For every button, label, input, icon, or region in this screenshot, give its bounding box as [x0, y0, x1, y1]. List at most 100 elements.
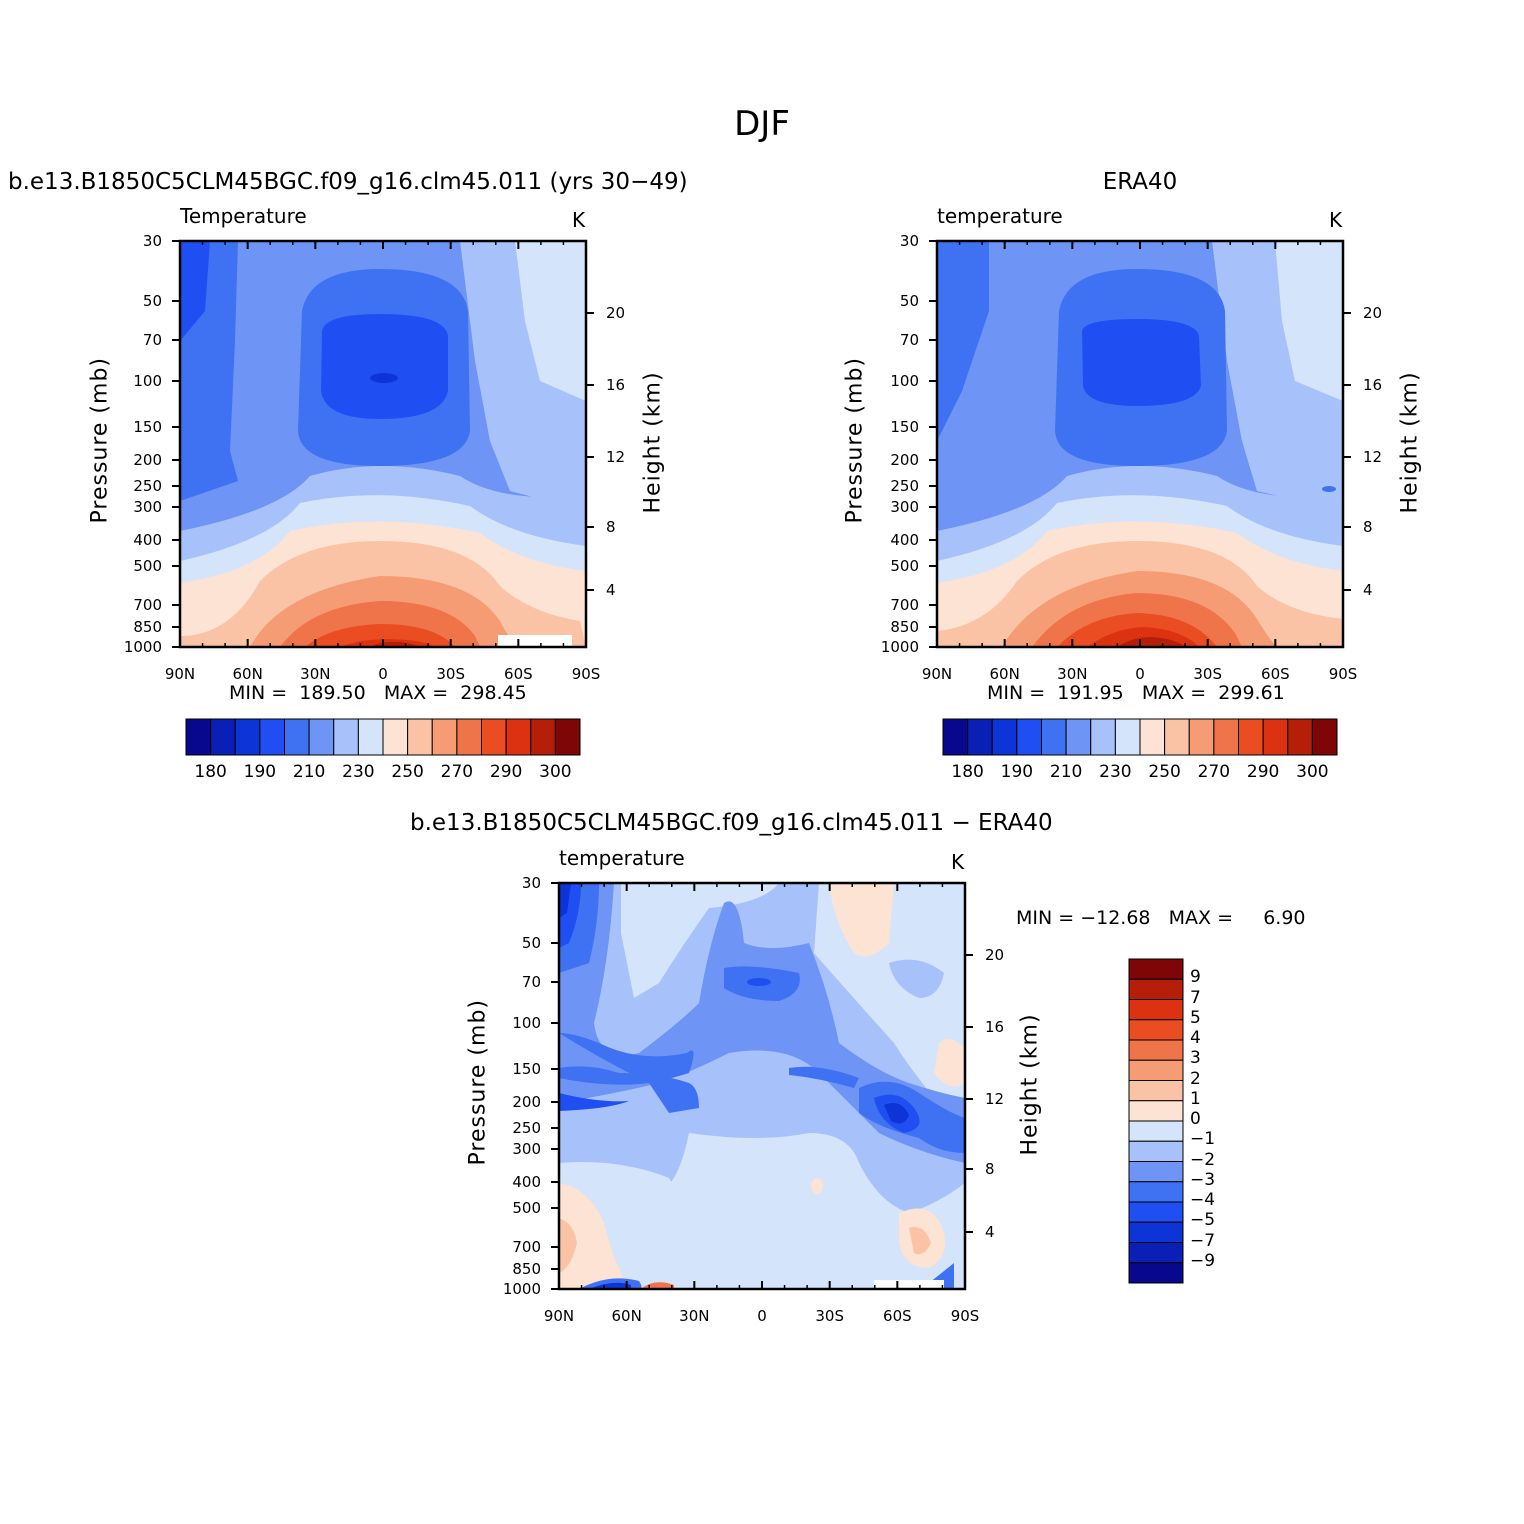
- colorbar-swatch: [1128, 1242, 1184, 1264]
- colorbar-tick-label: −3: [1190, 1169, 1216, 1190]
- pressure-tick-label: 30: [521, 874, 541, 892]
- height-tick-label: 16: [606, 376, 626, 394]
- pressure-tick-label: 30: [899, 232, 919, 250]
- pressure-tick-label: 200: [133, 451, 162, 469]
- colorbar-tick-label: 270: [1197, 762, 1231, 782]
- x-tick-label: 60N: [611, 1307, 642, 1325]
- pressure-tick-label: 850: [133, 618, 162, 636]
- pressure-tick-label: 400: [890, 531, 919, 549]
- colorbar-swatch: [1164, 718, 1190, 756]
- colorbar-tick-label: 9: [1190, 967, 1201, 988]
- panel3-title: b.e13.B1850C5CLM45BGC.f09_g16.clm45.011 …: [410, 810, 1053, 836]
- colorbar-tick-label: 190: [1000, 762, 1034, 782]
- colorbar-swatch: [210, 718, 236, 756]
- x-tick-label: 30S: [436, 665, 465, 683]
- panel3-ylabel-left: Pressure (mb): [465, 999, 491, 1166]
- colorbar-tick-label: 3: [1190, 1048, 1201, 1069]
- pressure-tick-label: 500: [133, 557, 162, 575]
- colorbar-swatch: [554, 718, 581, 756]
- colorbar-swatch: [505, 718, 532, 756]
- colorbar-tick-label: 210: [1049, 762, 1083, 782]
- pressure-tick-label: 850: [890, 618, 919, 636]
- pressure-tick-label: 300: [512, 1140, 541, 1158]
- x-tick-label: 90S: [1328, 665, 1358, 683]
- x-tick-label: 0: [378, 665, 388, 683]
- colorbar-swatch: [530, 718, 556, 756]
- panel2-units: K: [1329, 208, 1343, 232]
- pressure-tick-label: 400: [133, 531, 162, 549]
- x-tick-label: 90N: [164, 665, 196, 683]
- panel2-title: ERA40: [1102, 169, 1178, 195]
- pressure-tick-label: 100: [133, 372, 162, 390]
- x-tick-label: 30N: [1057, 665, 1088, 683]
- panel1-ticks: [172, 240, 594, 648]
- pressure-tick-label: 50: [142, 292, 162, 310]
- colorbar-swatch: [1128, 1080, 1184, 1102]
- colorbar-swatch: [1128, 1059, 1184, 1081]
- figure-title: DJF: [734, 104, 790, 144]
- colorbar-swatch: [284, 718, 310, 756]
- pressure-tick-label: 70: [521, 973, 541, 991]
- colorbar-swatch: [1287, 718, 1313, 756]
- colorbar-tick-label: 250: [391, 762, 424, 782]
- x-tick-label: 90N: [921, 665, 953, 683]
- x-tick-label: 60S: [883, 1307, 912, 1325]
- colorbar-swatch: [1041, 718, 1067, 756]
- colorbar-swatch: [1114, 718, 1141, 756]
- pressure-tick-label: 50: [521, 934, 541, 952]
- colorbar-swatch: [1128, 1140, 1184, 1162]
- colorbar-swatch: [1016, 718, 1042, 756]
- colorbar-tick-label: −4: [1190, 1190, 1216, 1210]
- colorbar-swatch: [481, 718, 507, 756]
- colorbar-swatch: [1238, 718, 1264, 756]
- colorbar-tick-label: −2: [1190, 1149, 1216, 1170]
- colorbar-swatch: [1128, 999, 1184, 1021]
- pressure-tick-label: 1000: [123, 638, 162, 656]
- pressure-tick-label: 250: [890, 477, 919, 495]
- height-tick-label: 4: [1363, 581, 1373, 599]
- colorbar-swatch: [1128, 1262, 1184, 1284]
- pressure-tick-label: 700: [512, 1238, 541, 1256]
- pressure-tick-label: 100: [890, 372, 919, 390]
- colorbar-swatch: [1128, 1201, 1184, 1223]
- x-tick-label: 90S: [571, 665, 601, 683]
- colorbar-swatch: [407, 718, 433, 756]
- panel3-variable: temperature: [559, 846, 685, 870]
- colorbar-swatch: [1311, 718, 1338, 756]
- colorbar-swatch: [456, 718, 482, 756]
- height-tick-label: 20: [985, 946, 1005, 964]
- colorbar-swatch: [1065, 718, 1092, 756]
- pressure-tick-label: 500: [890, 557, 919, 575]
- colorbar-tick-label: 230: [342, 762, 375, 782]
- colorbar-tick-label: 5: [1190, 1007, 1201, 1028]
- colorbar-tick-label: 290: [1246, 762, 1280, 782]
- colorbar-swatch: [942, 718, 969, 756]
- colorbar-swatch: [185, 718, 212, 756]
- panel1-colorbar: [185, 718, 581, 756]
- pressure-tick-label: 70: [899, 331, 919, 349]
- height-tick-label: 20: [606, 304, 626, 322]
- panel3-colorbar: [1128, 958, 1184, 1284]
- x-tick-label: 60N: [232, 665, 263, 683]
- panel2-minmax: MIN = 191.95 MAX = 299.61: [987, 682, 1285, 704]
- panel1-title: b.e13.B1850C5CLM45BGC.f09_g16.clm45.011 …: [8, 169, 688, 195]
- panel1-ylabel-right: Height (km): [640, 371, 666, 514]
- colorbar-tick-label: 270: [440, 762, 474, 782]
- pressure-tick-label: 400: [512, 1173, 541, 1191]
- pressure-tick-label: 1000: [880, 638, 919, 656]
- colorbar-swatch: [967, 718, 993, 756]
- pressure-tick-label: 150: [890, 418, 919, 436]
- height-tick-label: 16: [1363, 376, 1383, 394]
- panel2-ylabel-left: Pressure (mb): [842, 357, 868, 524]
- panel3-contour-plot: [557, 881, 967, 1291]
- colorbar-swatch: [1128, 1120, 1184, 1142]
- panel1-units: K: [572, 208, 586, 232]
- colorbar-swatch: [1139, 718, 1166, 756]
- panel3-ticks: [551, 882, 973, 1290]
- pressure-tick-label: 500: [512, 1199, 541, 1217]
- x-tick-label: 60S: [1261, 665, 1290, 683]
- colorbar-swatch: [333, 718, 359, 756]
- colorbar-swatch: [1128, 958, 1184, 980]
- colorbar-swatch: [382, 718, 409, 756]
- pressure-tick-label: 250: [512, 1119, 541, 1137]
